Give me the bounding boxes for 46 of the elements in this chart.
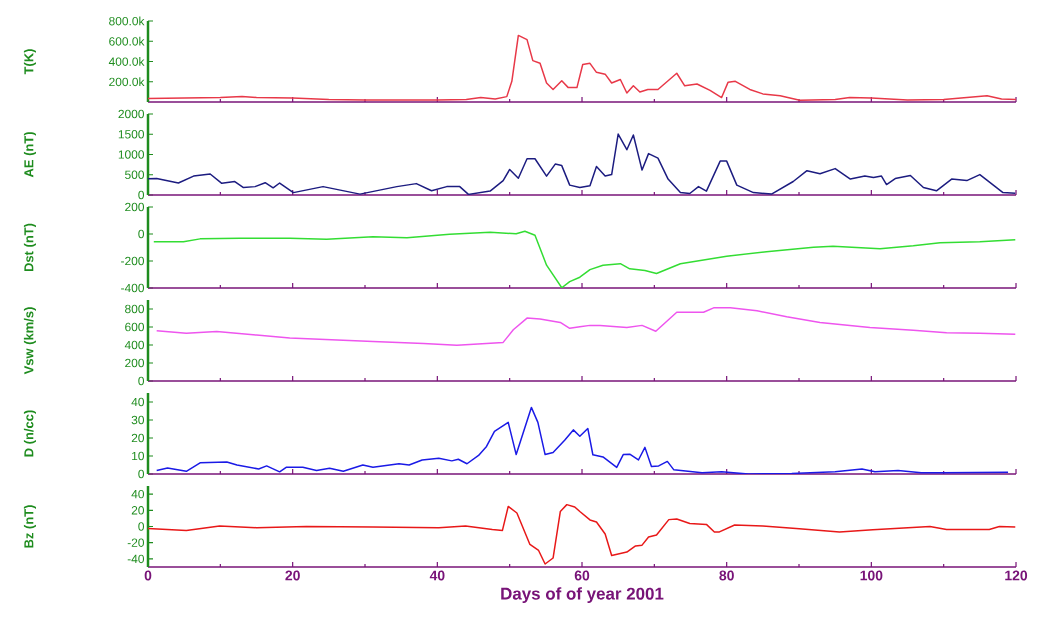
y-tick-label: 20 [131,506,145,515]
line-series [153,230,1017,289]
line-series [148,133,1017,195]
y-tick-label: -40 [127,554,145,564]
y-axis-title: Dst (nT) [23,223,36,272]
y-tick-label: 200 [125,202,145,212]
y-tick-label: 1500 [118,130,145,139]
x-tick-label: 20 [285,570,300,581]
y-tick-label: 800 [125,304,145,314]
y-tick-label: 0 [138,376,145,386]
y-axis-title: Bz (nT) [23,505,36,548]
y-tick-label: 0 [138,229,145,239]
y-tick-label: 1000 [118,150,145,159]
y-tick-label: 30 [131,415,145,425]
line-series [155,406,1009,475]
y-tick-label: 2000 [118,109,145,119]
y-tick-label: 500 [125,170,145,179]
y-tick-label: 40 [131,489,145,499]
y-tick-label: -20 [127,538,145,547]
x-tick-label: 100 [860,570,883,581]
y-axis-title: D (n/cc) [23,410,36,457]
y-axis-title: T(K) [23,49,36,75]
y-tick-label: 400 [124,340,145,350]
y-tick-label: 10 [132,451,145,461]
y-tick-label: 200 [125,358,145,368]
y-tick-label: 20 [131,433,145,443]
y-tick-label: -400 [121,283,145,293]
x-tick-label: 60 [574,570,590,581]
y-tick-label: 0 [138,522,145,531]
y-tick-label: 0 [138,469,145,479]
y-axis-title: AE (nT) [23,132,36,178]
y-tick-label: 800.0k [109,16,145,26]
y-tick-label: 600 [125,322,145,332]
y-tick-label: 600.0k [109,36,145,46]
y-tick-label: 400.0k [108,57,145,66]
y-axis-title: Vsw (km/s) [23,307,36,375]
y-tick-label: 200.0k [109,77,145,87]
x-axis-title: Days of of year 2001 [501,587,664,604]
y-tick-label: 0 [138,190,145,200]
y-tick-label: 40 [131,397,145,407]
x-tick-label: 120 [1005,570,1028,581]
line-series [148,503,1017,565]
y-tick-label: -200 [121,256,145,266]
x-tick-label: 40 [429,570,445,581]
line-series [155,307,1017,347]
x-tick-label: 80 [719,570,734,581]
